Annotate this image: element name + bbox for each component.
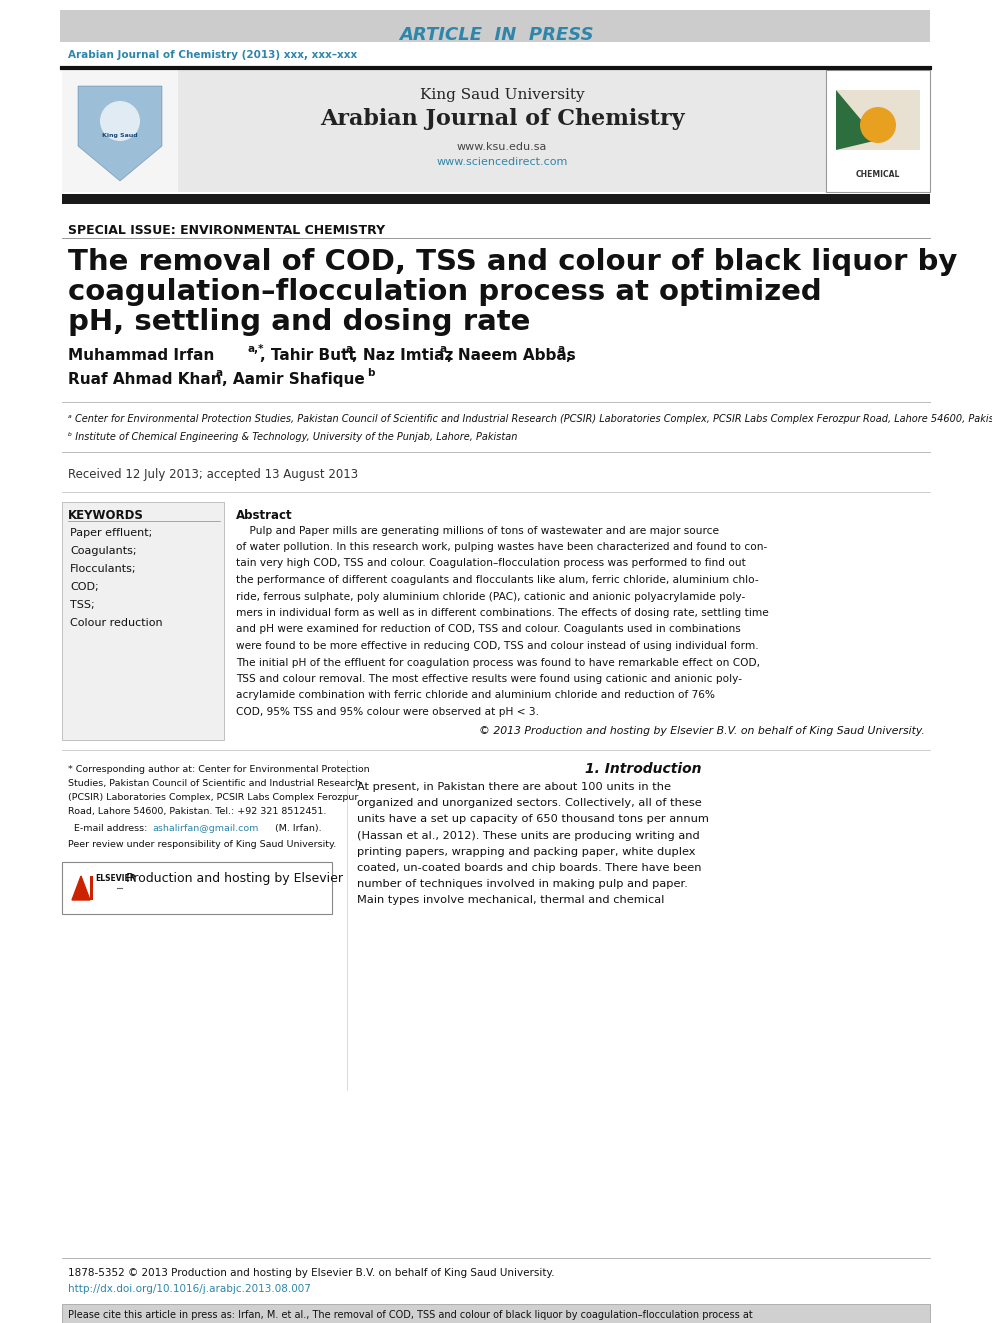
Text: TSS;: TSS; <box>70 601 94 610</box>
Text: Production and hosting by Elsevier: Production and hosting by Elsevier <box>126 872 343 885</box>
Text: (PCSIR) Laboratories Complex, PCSIR Labs Complex Ferozpur: (PCSIR) Laboratories Complex, PCSIR Labs… <box>68 792 358 802</box>
Text: Main types involve mechanical, thermal and chemical: Main types involve mechanical, thermal a… <box>357 896 665 905</box>
Text: , Naz Imtiaz: , Naz Imtiaz <box>352 348 453 363</box>
Text: ARTICLE  IN  PRESS: ARTICLE IN PRESS <box>399 26 593 44</box>
Text: Arabian Journal of Chemistry: Arabian Journal of Chemistry <box>319 108 684 130</box>
Text: Ruaf Ahmad Khan: Ruaf Ahmad Khan <box>68 372 221 388</box>
Text: number of techniques involved in making pulp and paper.: number of techniques involved in making … <box>357 880 687 889</box>
Text: * Corresponding author at: Center for Environmental Protection: * Corresponding author at: Center for En… <box>68 765 370 774</box>
Text: a: a <box>215 368 222 378</box>
Text: COD, 95% TSS and 95% colour were observed at pH < 3.: COD, 95% TSS and 95% colour were observe… <box>236 706 539 717</box>
Text: pH, settling and dosing rate: pH, settling and dosing rate <box>68 308 531 336</box>
Text: Received 12 July 2013; accepted 13 August 2013: Received 12 July 2013; accepted 13 Augus… <box>68 468 358 482</box>
Polygon shape <box>836 90 920 149</box>
Text: ᵃ Center for Environmental Protection Studies, Pakistan Council of Scientific an: ᵃ Center for Environmental Protection St… <box>68 414 992 423</box>
Text: Road, Lahore 54600, Pakistan. Tel.: +92 321 8512451.: Road, Lahore 54600, Pakistan. Tel.: +92 … <box>68 807 326 816</box>
Text: ᵇ Institute of Chemical Engineering & Technology, University of the Punjab, Laho: ᵇ Institute of Chemical Engineering & Te… <box>68 433 518 442</box>
Text: COD;: COD; <box>70 582 98 591</box>
Text: The initial pH of the effluent for coagulation process was found to have remarka: The initial pH of the effluent for coagu… <box>236 658 760 668</box>
Text: CHEMICAL: CHEMICAL <box>856 169 900 179</box>
Text: KEYWORDS: KEYWORDS <box>68 509 144 523</box>
Text: Paper effluent;: Paper effluent; <box>70 528 152 538</box>
Text: a: a <box>440 344 447 355</box>
Text: King Saud University: King Saud University <box>420 89 584 102</box>
Text: coated, un-coated boards and chip boards. There have been: coated, un-coated boards and chip boards… <box>357 863 701 873</box>
Text: b: b <box>367 368 375 378</box>
Text: Arabian Journal of Chemistry (2013) xxx, xxx–xxx: Arabian Journal of Chemistry (2013) xxx,… <box>68 50 357 60</box>
Text: 1878-5352 © 2013 Production and hosting by Elsevier B.V. on behalf of King Saud : 1878-5352 © 2013 Production and hosting … <box>68 1267 555 1278</box>
Text: and pH were examined for reduction of COD, TSS and colour. Coagulants used in co: and pH were examined for reduction of CO… <box>236 624 741 635</box>
Text: , Tahir Butt: , Tahir Butt <box>260 348 356 363</box>
FancyBboxPatch shape <box>178 70 826 192</box>
Text: a,*: a,* <box>248 344 265 355</box>
Text: a: a <box>558 344 565 355</box>
Text: Please cite this article in press as: Irfan, M. et al., The removal of COD, TSS : Please cite this article in press as: Ir… <box>68 1310 753 1320</box>
Text: ashalirfan@gmail.com: ashalirfan@gmail.com <box>152 824 258 833</box>
Polygon shape <box>836 90 878 149</box>
Text: of water pollution. In this research work, pulping wastes have been characterize: of water pollution. In this research wor… <box>236 542 767 552</box>
Text: The removal of COD, TSS and colour of black liquor by: The removal of COD, TSS and colour of bl… <box>68 247 957 277</box>
Polygon shape <box>62 70 178 192</box>
Bar <box>62 194 930 204</box>
Text: www.ksu.edu.sa: www.ksu.edu.sa <box>456 142 548 152</box>
Text: (M. Irfan).: (M. Irfan). <box>272 824 321 833</box>
Text: organized and unorganized sectors. Collectively, all of these: organized and unorganized sectors. Colle… <box>357 798 701 808</box>
Text: King Saud: King Saud <box>102 134 138 139</box>
Text: www.sciencedirect.com: www.sciencedirect.com <box>436 157 567 167</box>
Text: Studies, Pakistan Council of Scientific and Industrial Research: Studies, Pakistan Council of Scientific … <box>68 779 361 789</box>
Text: tain very high COD, TSS and colour. Coagulation–flocculation process was perform: tain very high COD, TSS and colour. Coag… <box>236 558 746 569</box>
Text: TSS and colour removal. The most effective results were found using cationic and: TSS and colour removal. The most effecti… <box>236 673 742 684</box>
FancyBboxPatch shape <box>62 501 224 740</box>
Text: the performance of different coagulants and flocculants like alum, ferric chlori: the performance of different coagulants … <box>236 576 759 585</box>
Polygon shape <box>72 876 90 900</box>
Text: SPECIAL ISSUE: ENVIRONMENTAL CHEMISTRY: SPECIAL ISSUE: ENVIRONMENTAL CHEMISTRY <box>68 224 385 237</box>
Text: , Naeem Abbas: , Naeem Abbas <box>447 348 575 363</box>
Text: Muhammad Irfan: Muhammad Irfan <box>68 348 214 363</box>
Text: acrylamide combination with ferric chloride and aluminium chloride and reduction: acrylamide combination with ferric chlor… <box>236 691 715 700</box>
Text: (Hassan et al., 2012). These units are producing writing and: (Hassan et al., 2012). These units are p… <box>357 831 699 840</box>
FancyBboxPatch shape <box>60 11 930 42</box>
Text: © 2013 Production and hosting by Elsevier B.V. on behalf of King Saud University: © 2013 Production and hosting by Elsevie… <box>479 726 925 736</box>
Text: mers in individual form as well as in different combinations. The effects of dos: mers in individual form as well as in di… <box>236 609 769 618</box>
Text: Coagulants;: Coagulants; <box>70 546 137 556</box>
Text: At present, in Pakistan there are about 100 units in the: At present, in Pakistan there are about … <box>357 782 671 792</box>
Polygon shape <box>78 86 162 181</box>
Text: were found to be more effective in reducing COD, TSS and colour instead of using: were found to be more effective in reduc… <box>236 642 759 651</box>
Text: a: a <box>345 344 352 355</box>
Text: Pulp and Paper mills are generating millions of tons of wastewater and are major: Pulp and Paper mills are generating mill… <box>236 525 719 536</box>
Text: 1. Introduction: 1. Introduction <box>585 762 701 777</box>
Circle shape <box>100 101 140 142</box>
Text: ride, ferrous sulphate, poly aluminium chloride (PAC), cationic and anionic poly: ride, ferrous sulphate, poly aluminium c… <box>236 591 745 602</box>
Text: ELSEVIER: ELSEVIER <box>95 875 136 882</box>
Circle shape <box>860 107 896 143</box>
Text: ,: , <box>565 348 570 363</box>
Text: Flocculants;: Flocculants; <box>70 564 137 574</box>
Bar <box>90 876 93 900</box>
Text: Colour reduction: Colour reduction <box>70 618 163 628</box>
Text: E-mail address:: E-mail address: <box>68 824 151 833</box>
Text: Peer review under responsibility of King Saud University.: Peer review under responsibility of King… <box>68 840 336 849</box>
Text: http://dx.doi.org/10.1016/j.arabjc.2013.08.007: http://dx.doi.org/10.1016/j.arabjc.2013.… <box>68 1285 310 1294</box>
FancyBboxPatch shape <box>62 1304 930 1323</box>
FancyBboxPatch shape <box>62 863 332 914</box>
Text: , Aamir Shafique: , Aamir Shafique <box>222 372 365 388</box>
Text: Abstract: Abstract <box>236 509 293 523</box>
Text: units have a set up capacity of 650 thousand tons per annum: units have a set up capacity of 650 thou… <box>357 815 709 824</box>
FancyBboxPatch shape <box>826 70 930 192</box>
Text: printing papers, wrapping and packing paper, white duplex: printing papers, wrapping and packing pa… <box>357 847 695 857</box>
Text: coagulation–flocculation process at optimized: coagulation–flocculation process at opti… <box>68 278 821 306</box>
